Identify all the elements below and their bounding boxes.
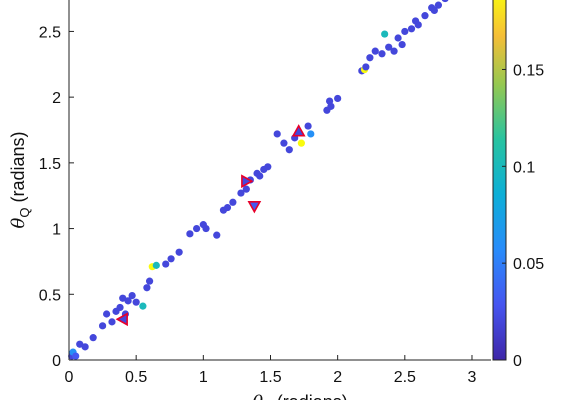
data-point [434,1,442,9]
data-point [381,30,389,38]
data-point [132,298,140,306]
data-point [398,40,406,49]
colorbar-tick-label: 0.1 [513,159,535,176]
data-point [162,260,170,268]
y-tick-label: 2.5 [39,24,61,41]
x-axis-label: θP (radians) [252,392,348,400]
data-point [421,12,429,20]
data-point [103,310,111,318]
data-point [72,352,80,360]
axes: 0 0.5 1 1.5 2 2.5 3 0 0.5 1 1.5 2 2.5 [39,0,491,386]
data-point [193,224,201,233]
x-tick-label: 0 [65,369,74,386]
data-point [76,340,84,348]
data-point [307,130,315,138]
data-point [223,203,232,212]
x-tick-label: 1 [199,369,208,386]
data-point [385,43,393,51]
data-point [98,322,107,330]
data-point [401,27,409,36]
data-point [325,97,334,105]
data-point [304,122,312,130]
y-tick-label: 0.5 [39,287,61,304]
x-tick-label: 0.5 [125,369,147,386]
data-point [81,343,89,351]
data-point [362,63,370,71]
data-point [378,50,386,58]
x-tick-label: 1.5 [259,369,281,386]
data-point [407,25,416,33]
x-tick-label: 3 [468,369,477,386]
data-point [430,6,438,14]
data-point [145,277,154,285]
data-point [390,47,398,55]
data-point [273,130,281,138]
data-point [280,139,288,147]
data-point [256,172,264,180]
data-point [297,139,305,147]
data-point [124,297,132,305]
data-point [229,198,237,206]
data-point [371,47,379,55]
y-tick-label: 1.5 [39,156,61,173]
data-point [128,292,136,300]
data-point [213,231,221,239]
data-point [285,146,293,154]
x-tick-label: 2.5 [394,369,416,386]
y-tick-label: 1 [52,222,61,239]
data-point [108,318,116,326]
triangle-marker [241,174,254,189]
data-point [119,294,127,302]
data-point [116,303,124,312]
data-point [414,21,422,29]
data-point [186,230,194,238]
data-point [366,54,374,62]
data-point [394,34,402,42]
data-point [167,255,175,263]
data-point [202,224,210,233]
data-point [237,189,245,197]
y-tick-label: 2 [52,90,61,107]
colorbar-tick-label: 0.05 [513,256,544,273]
plot-area [68,0,449,360]
y-tick-label: 0 [52,353,61,370]
data-point [143,284,151,292]
colorbar: 0 0.05 0.1 0.15 [492,0,544,370]
triangle-marker [291,124,306,137]
data-point [89,334,97,342]
triangle-marker [247,201,262,214]
data-point [152,261,160,269]
data-point [264,163,272,171]
data-point [175,248,183,256]
colorbar-tick-label: 0 [513,353,522,370]
data-point [334,94,342,103]
data-point [441,0,449,3]
colorbar-tick-label: 0.15 [513,62,544,79]
triangle-marker [115,312,128,327]
data-point [242,185,250,193]
y-axis-label: θQ (radians) [8,132,32,229]
colorbar-gradient [492,0,507,361]
x-tick-label: 2 [333,369,342,386]
data-point [139,302,147,310]
